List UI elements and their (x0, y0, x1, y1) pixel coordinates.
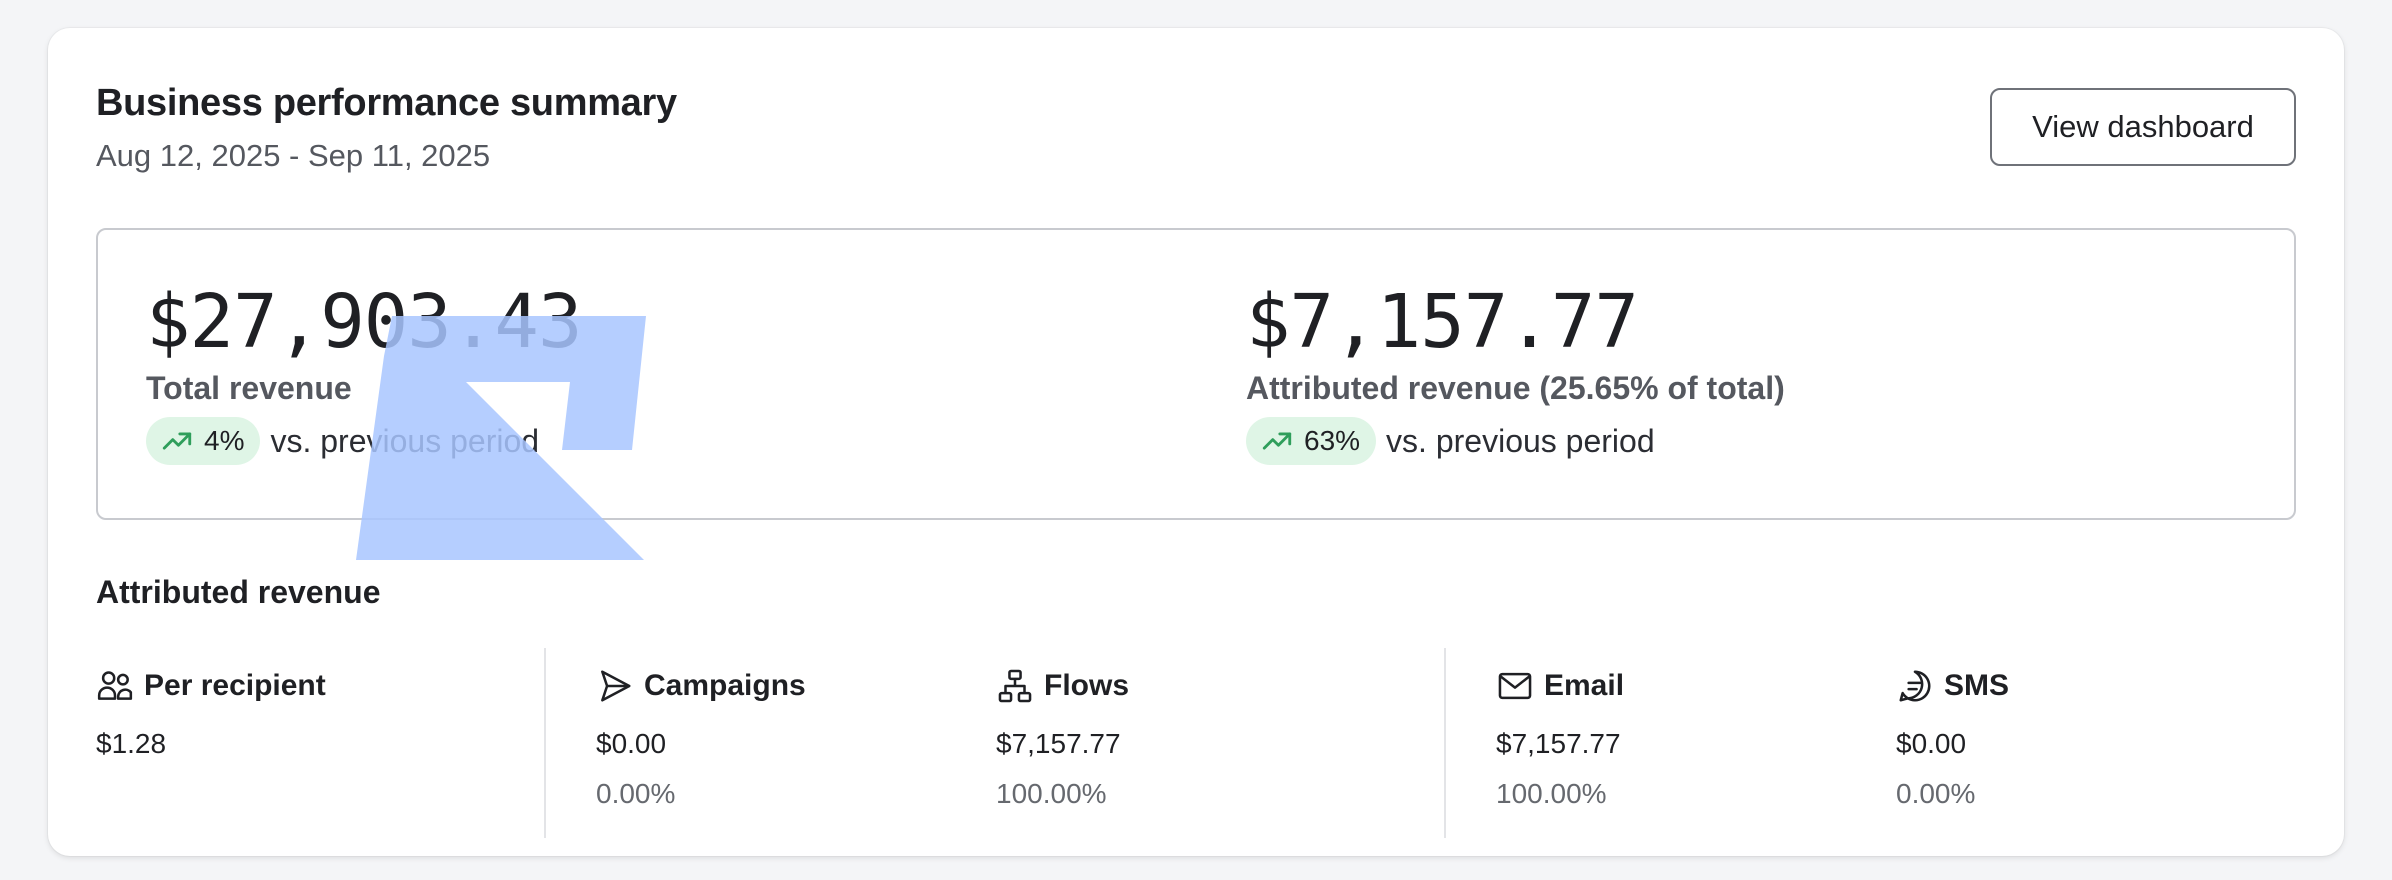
flow-icon (998, 669, 1032, 703)
send-icon (601, 670, 631, 702)
stat-value: $7,157.77 (996, 728, 1121, 759)
trend-percent: 63% (1304, 425, 1361, 456)
trending-up-icon (1262, 432, 1292, 450)
divider (544, 648, 546, 838)
revenue-summary-panel: $27,903.43 Total revenue 4% vs. previous… (96, 228, 2296, 520)
users-icon (97, 671, 133, 700)
stat-percent: 0.00% (1896, 778, 1976, 809)
stat-value: $0.00 (1896, 728, 1967, 759)
stat-label: Per recipient (144, 669, 326, 702)
page-title: Business performance summary (96, 82, 677, 124)
attributed-revenue-trend: 63% vs. previous period (1246, 417, 1785, 465)
stat-campaigns: Campaigns $0.00 0.00% (596, 666, 806, 810)
stat-label: Email (1544, 669, 1625, 702)
business-summary-card: Business performance summary Aug 12, 202… (48, 28, 2344, 856)
date-range: Aug 12, 2025 - Sep 11, 2025 (96, 138, 491, 173)
total-revenue-value: $27,903.43 (146, 279, 583, 365)
stat-percent: 0.00% (596, 778, 676, 809)
trending-up-icon (162, 432, 192, 450)
mail-icon (1498, 672, 1532, 700)
stat-label: SMS (1944, 669, 2010, 702)
attributed-revenue-value: $7,157.77 (1246, 279, 1639, 365)
stat-label: Campaigns (644, 669, 806, 702)
attributed-revenue-metric: $7,157.77 Attributed revenue (25.65% of … (1246, 280, 1785, 465)
attributed-revenue-label: Attributed revenue (25.65% of total) (1246, 370, 1785, 406)
total-revenue-metric: $27,903.43 Total revenue 4% vs. previous… (146, 279, 583, 465)
stat-value: $0.00 (596, 728, 667, 759)
stat-sms: SMS $0.00 0.00% (1896, 666, 2009, 810)
stat-label: Flows (1044, 669, 1130, 702)
total-revenue-label: Total revenue (146, 370, 352, 406)
view-dashboard-button[interactable]: View dashboard (1990, 88, 2296, 166)
total-revenue-trend: 4% vs. previous period (146, 417, 582, 465)
stat-flows: Flows $7,157.77 100.00% (996, 666, 1129, 810)
trend-comparison-text: vs. previous period (1386, 422, 1655, 459)
stat-percent: 100.00% (1496, 778, 1607, 809)
trend-comparison-text: vs. previous period (270, 422, 540, 459)
stat-percent: 100.00% (996, 778, 1107, 809)
message-icon (1899, 670, 1931, 702)
stat-value: $1.28 (96, 728, 167, 759)
divider (1444, 648, 1446, 838)
stat-per-recipient: Per recipient $1.28 (96, 666, 326, 760)
trend-badge: 4% (146, 417, 261, 465)
trend-badge: 63% (1246, 417, 1377, 465)
trend-percent: 4% (204, 425, 245, 456)
stat-value: $7,157.77 (1496, 728, 1621, 759)
attributed-revenue-heading: Attributed revenue (96, 574, 381, 610)
stat-email: Email $7,157.77 100.00% (1496, 666, 1624, 810)
